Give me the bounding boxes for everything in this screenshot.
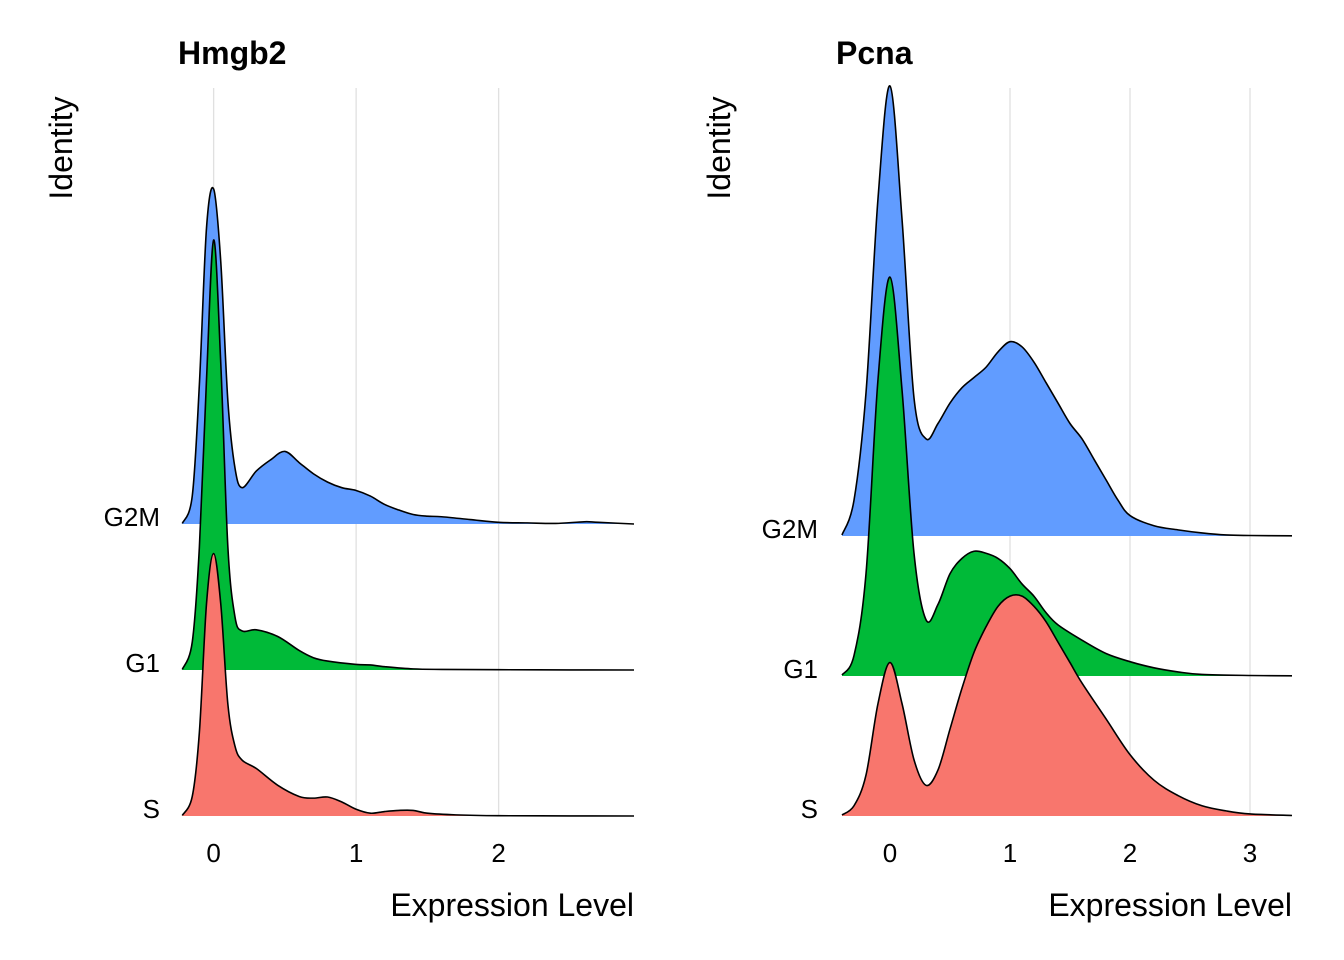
x-axis-title: Expression Level <box>1048 887 1292 923</box>
ridge-outline <box>181 552 635 817</box>
ridge-fill <box>842 594 1292 816</box>
ridge-outline <box>841 276 1293 677</box>
ridge-fill <box>842 85 1292 536</box>
ridge-fill <box>182 553 634 816</box>
x-tick-labels: 0 1 2 <box>206 838 505 868</box>
y-tick-label: G2M <box>104 502 160 532</box>
y-tick-label: G1 <box>783 654 818 684</box>
x-tick-label: 2 <box>491 838 505 868</box>
x-tick-label: 3 <box>1243 838 1257 868</box>
x-tick-label: 0 <box>883 838 897 868</box>
ridge-outline <box>841 85 1293 537</box>
ridges <box>181 186 635 817</box>
x-tick-label: 2 <box>1123 838 1137 868</box>
y-tick-labels: S G1 G2M <box>762 514 818 824</box>
pcna-panel: Pcna Identity Expression Level 0 1 2 3 S G1 G… <box>701 35 1293 923</box>
ridges <box>841 85 1293 817</box>
y-tick-label: S <box>143 794 160 824</box>
ridge-g1 <box>181 239 635 671</box>
ridge-s <box>181 552 635 817</box>
x-tick-label: 0 <box>206 838 220 868</box>
y-tick-label: S <box>801 794 818 824</box>
ridge-fill <box>842 277 1292 676</box>
ridge-s <box>841 594 1293 817</box>
panel-title: Pcna <box>836 35 913 71</box>
x-axis-title: Expression Level <box>390 887 634 923</box>
y-tick-label: G1 <box>125 648 160 678</box>
y-tick-label: G2M <box>762 514 818 544</box>
x-tick-label: 1 <box>349 838 363 868</box>
y-axis-title: Identity <box>701 96 737 199</box>
ridge-outline <box>181 239 635 671</box>
ridge-g2m <box>841 85 1293 537</box>
ridge-outline <box>841 594 1293 817</box>
ridge-g1 <box>841 276 1293 677</box>
x-tick-labels: 0 1 2 3 <box>883 838 1257 868</box>
hmgb2-panel: Hmgb2 Identity Expression Level 0 1 2 S G1 G… <box>43 35 635 923</box>
ridge-fill <box>182 187 634 525</box>
ridge-g2m <box>181 186 635 525</box>
y-axis-title: Identity <box>43 96 79 199</box>
ridge-fill <box>182 239 634 670</box>
panel-title: Hmgb2 <box>178 35 286 71</box>
ridge-outline <box>181 186 635 525</box>
x-tick-label: 1 <box>1003 838 1017 868</box>
y-tick-labels: S G1 G2M <box>104 502 160 824</box>
grid-lines <box>212 88 500 816</box>
